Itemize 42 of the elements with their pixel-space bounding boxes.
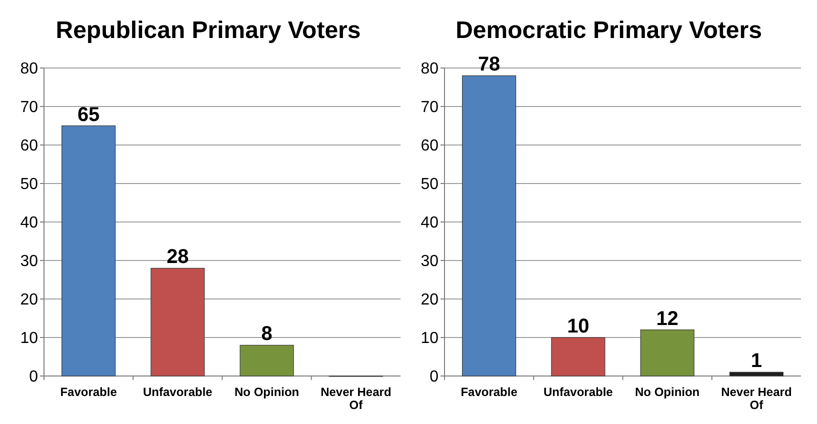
y-tick-label: 0 xyxy=(29,368,38,386)
y-tick-label: 60 xyxy=(20,138,38,155)
data-label: 78 xyxy=(478,54,500,76)
y-tick-label: 40 xyxy=(20,214,38,232)
y-tick-label: 10 xyxy=(20,330,38,348)
y-tick-label: 20 xyxy=(420,292,439,309)
chart-title: Republican Primary Voters xyxy=(56,17,361,44)
bar xyxy=(640,330,694,376)
y-tick-label: 50 xyxy=(420,176,439,194)
y-tick-label: 80 xyxy=(420,60,439,78)
x-tick-label: Unfavorable xyxy=(143,385,213,399)
bar xyxy=(240,344,294,376)
data-label: 28 xyxy=(166,246,189,268)
chart-title: Democratic Primary Voters xyxy=(456,17,762,44)
y-tick-label: 70 xyxy=(20,99,38,116)
x-tick-label: Never Heard Of xyxy=(721,385,792,412)
y-tick-label: 80 xyxy=(20,60,38,78)
bar xyxy=(551,337,606,376)
y-tick-label: 60 xyxy=(420,138,439,155)
y-tick-label: 30 xyxy=(420,253,439,270)
y-tick-label: 50 xyxy=(20,176,38,194)
y-tick-label: 10 xyxy=(420,330,439,348)
x-tick-label: Never Heard Of xyxy=(320,385,392,412)
y-tick-label: 20 xyxy=(20,292,38,309)
x-tick-label: No Opinion xyxy=(234,385,300,399)
x-tick-label: Favorable xyxy=(460,385,518,399)
y-tick-label: 40 xyxy=(420,214,439,232)
x-tick-label: Favorable xyxy=(60,385,118,399)
bar xyxy=(62,125,116,376)
bar xyxy=(150,268,205,376)
y-tick-label: 30 xyxy=(20,253,38,270)
y-tick-label: 70 xyxy=(420,99,439,116)
data-label: 12 xyxy=(656,308,678,330)
data-label: 8 xyxy=(261,323,272,346)
bar xyxy=(729,372,784,376)
data-label: 10 xyxy=(567,316,590,338)
x-tick-label: No Opinion xyxy=(634,385,700,399)
bar xyxy=(462,75,516,376)
x-tick-label: Unfavorable xyxy=(544,385,614,399)
data-label: 65 xyxy=(77,104,100,126)
data-label: 1 xyxy=(750,350,762,372)
y-tick-label: 0 xyxy=(430,368,439,386)
